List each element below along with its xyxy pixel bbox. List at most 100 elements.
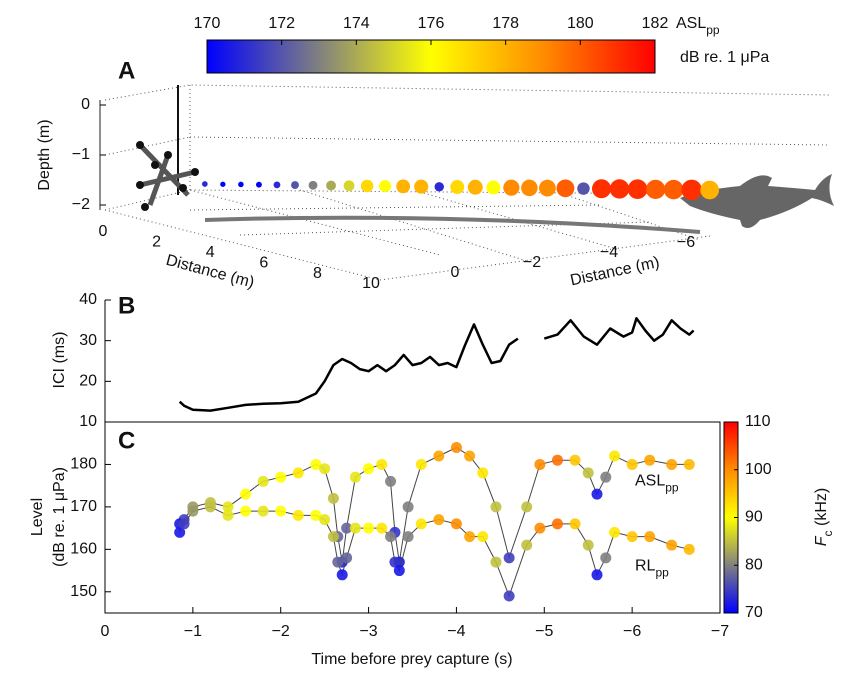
click-point — [681, 179, 702, 201]
box-edge — [559, 192, 701, 241]
click-point — [450, 180, 465, 194]
panel-label: A — [118, 57, 135, 84]
click-point — [609, 526, 621, 538]
box-edge — [104, 209, 381, 281]
colorbar-tick-label: 110 — [745, 413, 771, 430]
click-point — [551, 518, 563, 530]
y-tick-label: 170 — [70, 498, 97, 515]
y-tick-label: 30 — [79, 332, 97, 349]
click-point — [385, 531, 397, 543]
click-point — [534, 458, 546, 470]
click-point — [683, 543, 695, 555]
click-point — [402, 501, 414, 513]
y-tick-label: −6 — [677, 234, 695, 251]
colorbar-tick-label: 174 — [343, 15, 370, 32]
click-point — [521, 501, 533, 513]
colorbar-tick-label: 80 — [745, 556, 763, 573]
click-point — [556, 179, 575, 198]
y-tick-label: 20 — [79, 373, 97, 390]
click-point — [396, 179, 411, 194]
label-part: pp — [665, 481, 679, 495]
click-point — [433, 514, 445, 526]
colorbar-tick-label: 100 — [745, 461, 772, 478]
label-part: RL — [635, 558, 656, 575]
click-point — [503, 179, 520, 196]
click-point — [389, 556, 401, 568]
x-tick-label: −3 — [359, 623, 377, 640]
track-shadow — [204, 215, 701, 234]
click-point — [349, 471, 361, 483]
label-part: F — [813, 535, 830, 546]
click-point — [644, 454, 656, 466]
y-tick-label: 150 — [70, 583, 97, 600]
box-edge — [189, 189, 441, 256]
box-edge — [379, 235, 711, 281]
y-tick-label: 160 — [70, 541, 97, 558]
click-point — [376, 458, 388, 470]
click-point — [187, 505, 199, 517]
click-point — [577, 182, 590, 195]
z-tick-label: −2 — [72, 196, 90, 213]
click-point — [363, 522, 375, 534]
click-point — [292, 467, 304, 479]
click-point — [414, 179, 429, 194]
axis-label: (dB re. 1 μPa) — [51, 467, 68, 567]
click-point — [503, 590, 515, 602]
click-point — [319, 514, 331, 526]
label: ASLpp — [635, 473, 679, 495]
x-tick-label: 0 — [101, 623, 110, 640]
axis-label: Time before prey capture (s) — [311, 651, 512, 668]
click-point — [645, 179, 666, 200]
click-point — [609, 450, 621, 462]
label-part: ASL — [635, 473, 665, 490]
x-tick-label: 10 — [362, 275, 380, 292]
click-point — [683, 458, 695, 470]
click-point — [291, 181, 299, 189]
click-point — [486, 180, 501, 195]
plot-frame — [104, 421, 721, 614]
click-point — [490, 501, 502, 513]
click-point — [503, 552, 515, 564]
x-tick-label: 6 — [259, 254, 268, 271]
x-tick-label: −1 — [184, 623, 202, 640]
x-tick-label: −2 — [272, 623, 290, 640]
click-point — [551, 454, 563, 466]
z-tick-label: −1 — [72, 146, 90, 163]
click-point — [600, 552, 612, 564]
click-point — [385, 475, 397, 487]
hydrophone-array — [136, 85, 199, 211]
click-point — [275, 471, 287, 483]
colorbar-tick-label: 178 — [492, 15, 519, 32]
click-point — [467, 179, 483, 195]
click-point — [343, 180, 355, 192]
label-part: ASL — [676, 15, 706, 32]
click-point — [591, 179, 612, 199]
click-point — [521, 179, 538, 197]
x-tick-label: 4 — [206, 244, 215, 261]
x-tick-label: 0 — [99, 223, 108, 240]
click-point — [363, 463, 375, 475]
box-edge — [299, 189, 531, 263]
label: ASLpp — [676, 15, 720, 37]
click-point — [332, 556, 344, 568]
click-point — [539, 179, 556, 197]
click-point — [477, 467, 489, 479]
panel-label: B — [118, 292, 135, 319]
label-part: c — [821, 530, 835, 536]
click-point — [238, 181, 244, 188]
label: RLpp — [635, 558, 669, 580]
panel-label: C — [118, 427, 135, 454]
click-point — [415, 458, 427, 470]
click-point — [477, 531, 489, 543]
click-point — [464, 450, 476, 462]
click-point — [666, 458, 678, 470]
click-point — [591, 488, 603, 500]
box-edge — [239, 221, 651, 236]
click-point — [433, 450, 445, 462]
click-point — [464, 531, 476, 543]
label-part: pp — [655, 566, 669, 580]
colorbar-tick-label: 70 — [745, 604, 763, 621]
click-point — [308, 180, 318, 190]
colorbar-tick-label: 172 — [268, 15, 295, 32]
click-point — [666, 539, 678, 551]
